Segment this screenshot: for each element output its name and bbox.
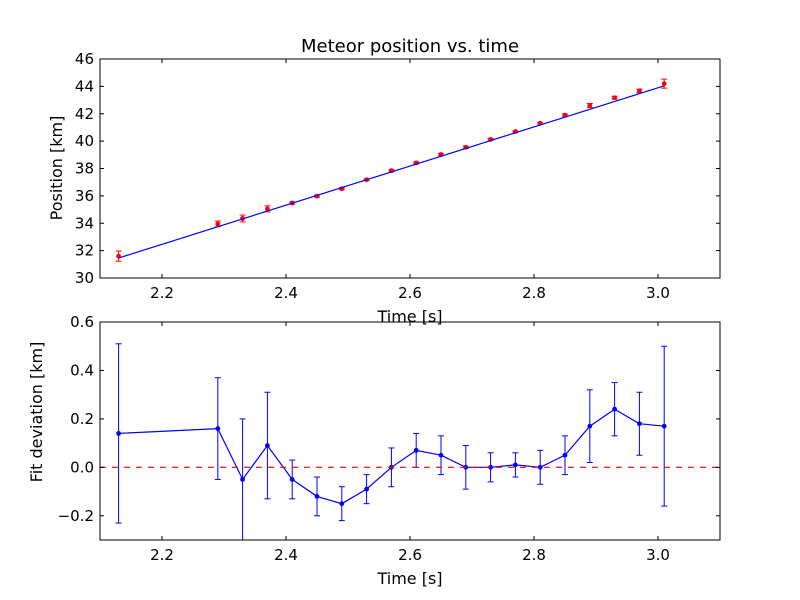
deviation-x-tick-label: 2.8 bbox=[522, 546, 546, 564]
deviation-deviation-point bbox=[413, 447, 419, 453]
position-y-tick-label: 32 bbox=[75, 242, 94, 260]
deviation-x-axis-label: Time [s] bbox=[376, 569, 442, 588]
position-y-tick-label: 44 bbox=[75, 77, 94, 95]
deviation-deviation-point bbox=[661, 423, 667, 429]
position-fit-line bbox=[118, 85, 665, 259]
deviation-deviation-point bbox=[612, 406, 617, 412]
deviation-deviation-point bbox=[314, 494, 320, 499]
position-measurements-point bbox=[612, 95, 617, 101]
deviation-x-tick-label: 2.6 bbox=[398, 546, 422, 564]
deviation-deviation-point bbox=[240, 477, 246, 482]
deviation-x-tick-label: 2.2 bbox=[150, 546, 174, 564]
deviation-y-tick-label: −0.2 bbox=[58, 507, 94, 525]
deviation-deviation-point bbox=[116, 431, 121, 436]
deviation-y-tick-label: 0.2 bbox=[70, 410, 94, 428]
deviation-y-tick-label: 0.6 bbox=[70, 313, 94, 331]
position-y-tick-label: 38 bbox=[75, 160, 94, 178]
deviation-deviation-point bbox=[339, 501, 345, 507]
position-measurements-point bbox=[661, 81, 667, 87]
deviation-deviation-point bbox=[265, 443, 270, 448]
deviation-deviation-point bbox=[215, 426, 221, 431]
deviation-deviation-point bbox=[364, 486, 369, 492]
position-y-axis-label: Position [km] bbox=[47, 116, 66, 221]
position-panel: Meteor position vs. time Time [s] Positi… bbox=[47, 36, 721, 326]
deviation-x-tick-label: 3.0 bbox=[646, 546, 670, 564]
deviation-x-tick-label: 2.4 bbox=[274, 546, 298, 564]
deviation-data-layer bbox=[100, 343, 720, 540]
position-y-tick-label: 30 bbox=[75, 269, 94, 287]
position-measurements-point bbox=[215, 221, 221, 227]
position-y-tick-label: 34 bbox=[75, 214, 94, 232]
position-x-tick-label: 2.2 bbox=[150, 284, 174, 302]
position-y-tick-label: 46 bbox=[75, 50, 94, 68]
deviation-deviation-point bbox=[537, 464, 543, 470]
deviation-deviation-point bbox=[488, 464, 493, 470]
deviation-y-tick-label: 0.4 bbox=[70, 361, 94, 379]
position-measurements-point bbox=[637, 88, 642, 94]
deviation-deviation-point bbox=[438, 452, 444, 458]
position-data-layer bbox=[115, 78, 668, 262]
deviation-y-axis-label: Fit deviation [km] bbox=[27, 342, 46, 483]
deviation-deviation-point bbox=[587, 423, 593, 429]
deviation-deviation-point bbox=[637, 421, 642, 427]
position-y-tick-label: 40 bbox=[75, 132, 94, 150]
deviation-y-tick-label: 0.0 bbox=[70, 458, 94, 476]
position-x-tick-label: 2.6 bbox=[398, 284, 422, 302]
position-y-tick-label: 36 bbox=[75, 187, 94, 205]
deviation-panel: Time [s] Fit deviation [km] 2.2 2.4 2.6 2.8… bbox=[27, 313, 721, 588]
position-x-tick-label: 2.8 bbox=[522, 284, 546, 302]
position-measurements-point bbox=[587, 103, 593, 108]
deviation-deviation-line bbox=[118, 408, 665, 505]
deviation-deviation-point bbox=[562, 452, 568, 458]
deviation-deviation-point bbox=[289, 477, 295, 482]
position-x-axis-label: Time [s] bbox=[376, 307, 442, 326]
position-x-tick-label: 2.4 bbox=[274, 284, 298, 302]
position-y-tick-label: 42 bbox=[75, 105, 94, 123]
position-x-tick-label: 3.0 bbox=[646, 284, 670, 302]
deviation-deviation-point bbox=[513, 462, 518, 468]
position-chart-title: Meteor position vs. time bbox=[301, 36, 519, 57]
